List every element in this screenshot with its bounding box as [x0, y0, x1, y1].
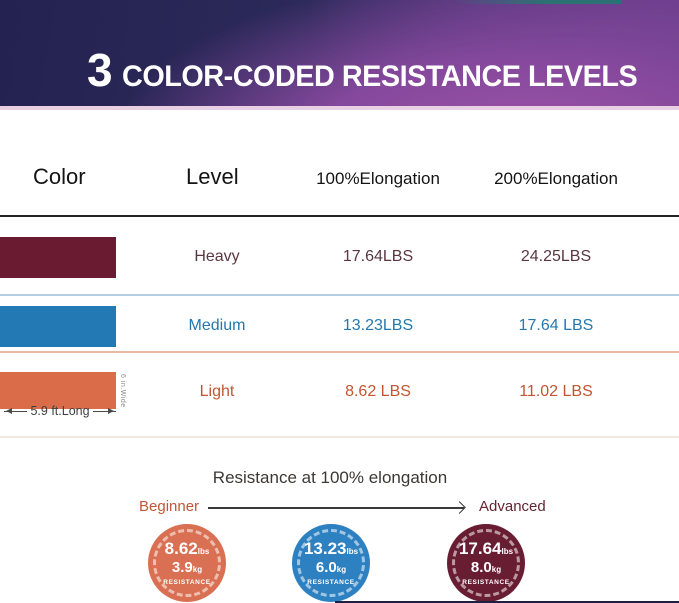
badge-resistance-word: RESISTANCE — [462, 578, 510, 586]
level-label-heavy: Heavy — [194, 248, 240, 265]
bottom-caption: Resistance at 100% elongation — [212, 468, 448, 487]
row-separator-after-heavy — [0, 294, 679, 296]
resistance-badge-heavy: 17.64lbs 8.0kg RESISTANCE — [447, 524, 525, 602]
badge-kg-unit: kg — [192, 564, 203, 574]
column-header-100-elongation: 100%Elongation — [316, 169, 440, 188]
badge-lbs-value: 13.23 — [303, 539, 347, 558]
level-label-light: Light — [199, 383, 235, 400]
bottom-edge-strip — [335, 601, 679, 603]
badge-dashed-ring — [153, 529, 221, 597]
value-medium-200-elongation: 17.64 LBS — [518, 317, 594, 334]
band-length-label: 5.9 ft.Long — [30, 404, 90, 418]
badge-content: 8.62lbs 3.9kg RESISTANCE — [148, 524, 226, 586]
banner-title: 3 COLOR-CODED RESISTANCE LEVELS — [87, 47, 658, 94]
banner-title-text: COLOR-CODED RESISTANCE LEVELS — [121, 60, 638, 93]
band-width-annotation: 6 in.Wide — [119, 374, 126, 408]
value-light-100-elongation: 8.62 LBS — [345, 383, 411, 400]
row-separator-after-medium — [0, 351, 679, 353]
resistance-badge-medium: 13.23lbs 6.0kg RESISTANCE — [292, 524, 370, 602]
badge-content: 13.23lbs 6.0kg RESISTANCE — [292, 524, 370, 586]
badge-lbs-value: 8.62 — [164, 539, 198, 558]
level-label-medium: Medium — [188, 317, 246, 334]
row-separator-after-light — [0, 436, 679, 438]
value-heavy-100-elongation: 17.64LBS — [342, 248, 414, 265]
band-length-annotation: 5.9 ft.Long — [4, 404, 117, 418]
badge-kg-unit: kg — [336, 564, 347, 574]
header-separator-line — [0, 215, 679, 217]
badge-lbs-value: 17.64 — [458, 539, 502, 558]
badge-resistance-word: RESISTANCE — [163, 578, 211, 586]
badge-resistance-word: RESISTANCE — [307, 578, 355, 586]
column-header-color: Color — [33, 164, 86, 189]
badge-kg-unit: kg — [491, 564, 502, 574]
left-arrowhead-line — [4, 407, 28, 414]
advanced-label: Advanced — [479, 498, 546, 515]
badge-lbs-unit: lbs — [197, 547, 210, 556]
badge-content: 17.64lbs 8.0kg RESISTANCE — [447, 524, 525, 586]
right-arrowhead-line — [92, 407, 117, 414]
badge-kg-value: 6.0 — [315, 558, 337, 576]
beginner-to-advanced-arrow — [208, 507, 464, 509]
value-medium-100-elongation: 13.23LBS — [342, 317, 414, 334]
resistance-badge-light: 8.62lbs 3.9kg RESISTANCE — [148, 524, 226, 602]
color-swatch-medium — [0, 306, 116, 347]
color-swatch-heavy — [0, 237, 116, 278]
column-header-level: Level — [186, 164, 239, 189]
column-header-200-elongation: 200%Elongation — [494, 169, 618, 188]
badge-lbs-unit: lbs — [346, 547, 359, 556]
banner-number: 3 — [87, 44, 113, 96]
color-swatch-light — [0, 372, 116, 409]
banner-underline — [0, 106, 679, 110]
beginner-label: Beginner — [139, 498, 200, 515]
badge-lbs-unit: lbs — [501, 547, 514, 556]
badge-dashed-ring — [297, 529, 365, 597]
value-light-200-elongation: 11.02 LBS — [519, 383, 593, 400]
banner: 3 COLOR-CODED RESISTANCE LEVELS — [0, 0, 679, 106]
badge-kg-value: 8.0 — [470, 558, 492, 576]
badge-kg-value: 3.9 — [171, 558, 193, 576]
value-heavy-200-elongation: 24.25LBS — [520, 248, 592, 265]
badge-dashed-ring — [452, 529, 520, 597]
banner-accent-sliver — [451, 0, 621, 4]
